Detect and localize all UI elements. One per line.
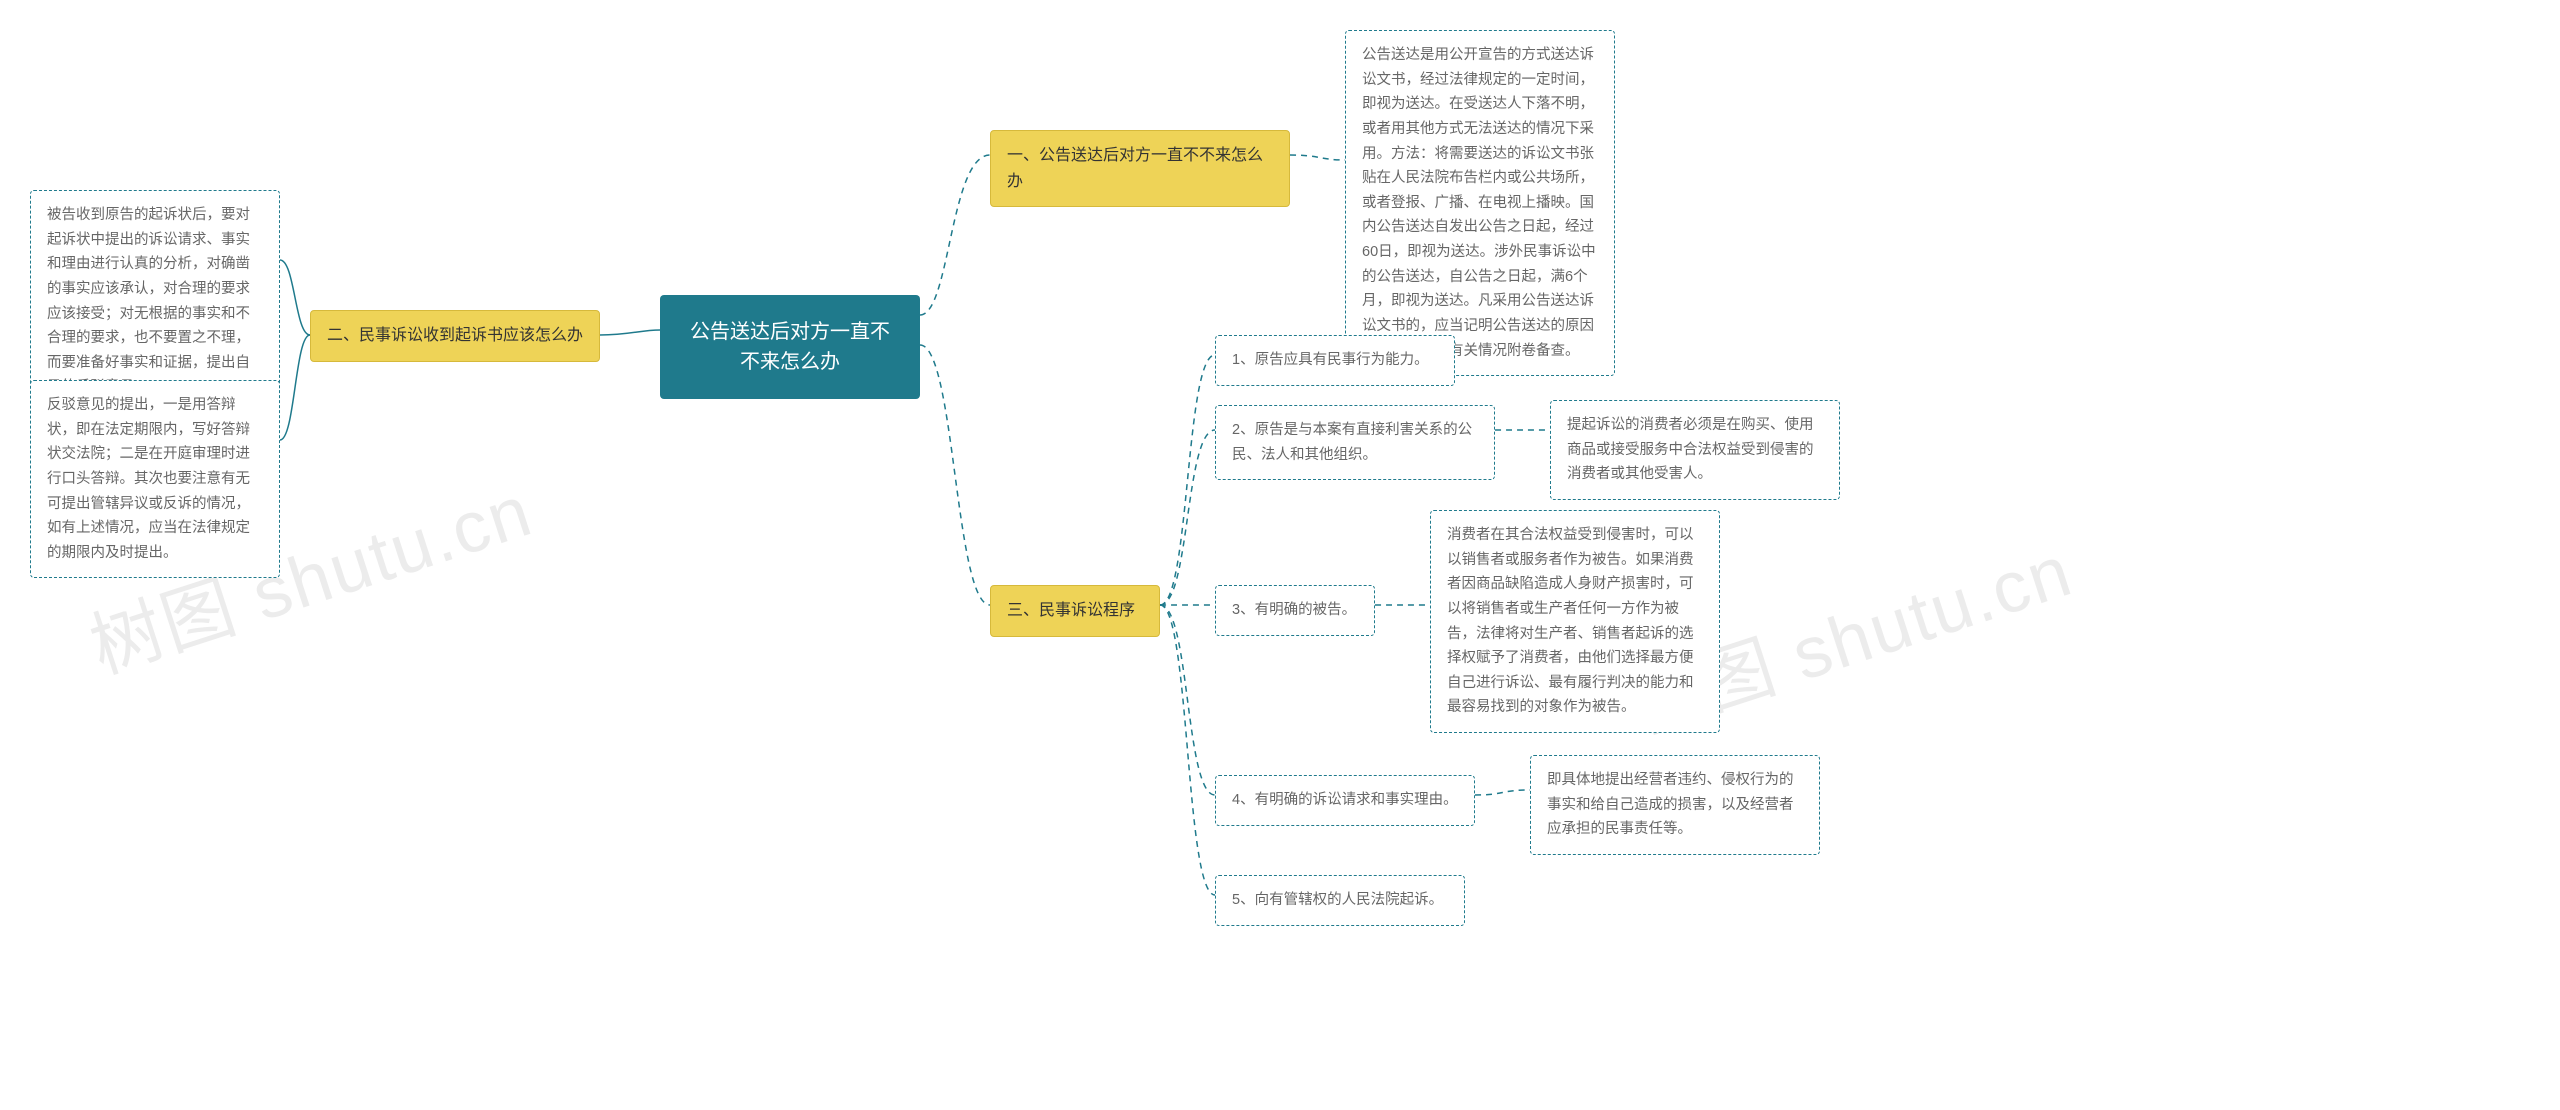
branch-label: 二、民事诉讼收到起诉书应该怎么办 [327, 327, 583, 344]
leaf-r3-4-child[interactable]: 即具体地提出经营者违约、侵权行为的事实和给自己造成的损害，以及经营者应承担的民事… [1530, 755, 1820, 855]
leaf-text: 1、原告应具有民事行为能力。 [1232, 352, 1429, 368]
leaf-text: 公告送达是用公开宣告的方式送达诉讼文书，经过法律规定的一定时间，即视为送达。在受… [1362, 47, 1596, 359]
leaf-l2b[interactable]: 反驳意见的提出，一是用答辩状，即在法定期限内，写好答辩状交法院；二是在开庭审理时… [30, 380, 280, 578]
leaf-r3-3[interactable]: 3、有明确的被告。 [1215, 585, 1375, 636]
leaf-text: 被告收到原告的起诉状后，要对起诉状中提出的诉讼请求、事实和理由进行认真的分析，对… [47, 207, 250, 395]
leaf-text: 3、有明确的被告。 [1232, 602, 1356, 618]
root-node[interactable]: 公告送达后对方一直不不来怎么办 [660, 295, 920, 399]
branch-label: 三、民事诉讼程序 [1007, 602, 1135, 619]
leaf-text: 5、向有管辖权的人民法院起诉。 [1232, 892, 1443, 908]
leaf-text: 4、有明确的诉讼请求和事实理由。 [1232, 792, 1458, 808]
leaf-text: 提起诉讼的消费者必须是在购买、使用商品或接受服务中合法权益受到侵害的消费者或其他… [1567, 417, 1814, 482]
leaf-r3-2-child[interactable]: 提起诉讼的消费者必须是在购买、使用商品或接受服务中合法权益受到侵害的消费者或其他… [1550, 400, 1840, 500]
branch-three[interactable]: 三、民事诉讼程序 [990, 585, 1160, 637]
leaf-text: 消费者在其合法权益受到侵害时，可以以销售者或服务者作为被告。如果消费者因商品缺陷… [1447, 527, 1694, 715]
leaf-r3-5[interactable]: 5、向有管辖权的人民法院起诉。 [1215, 875, 1465, 926]
leaf-r3-3-child[interactable]: 消费者在其合法权益受到侵害时，可以以销售者或服务者作为被告。如果消费者因商品缺陷… [1430, 510, 1720, 733]
leaf-text: 2、原告是与本案有直接利害关系的公民、法人和其他组织。 [1232, 422, 1472, 463]
branch-two[interactable]: 二、民事诉讼收到起诉书应该怎么办 [310, 310, 600, 362]
leaf-text: 反驳意见的提出，一是用答辩状，即在法定期限内，写好答辩状交法院；二是在开庭审理时… [47, 397, 250, 561]
leaf-r1a[interactable]: 公告送达是用公开宣告的方式送达诉讼文书，经过法律规定的一定时间，即视为送达。在受… [1345, 30, 1615, 376]
root-text: 公告送达后对方一直不不来怎么办 [690, 321, 890, 373]
branch-label: 一、公告送达后对方一直不不来怎么办 [1007, 147, 1263, 190]
leaf-r3-1[interactable]: 1、原告应具有民事行为能力。 [1215, 335, 1455, 386]
leaf-r3-2[interactable]: 2、原告是与本案有直接利害关系的公民、法人和其他组织。 [1215, 405, 1495, 480]
leaf-r3-4[interactable]: 4、有明确的诉讼请求和事实理由。 [1215, 775, 1475, 826]
branch-one[interactable]: 一、公告送达后对方一直不不来怎么办 [990, 130, 1290, 207]
leaf-text: 即具体地提出经营者违约、侵权行为的事实和给自己造成的损害，以及经营者应承担的民事… [1547, 772, 1794, 837]
